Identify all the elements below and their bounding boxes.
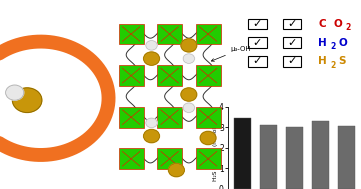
Text: C: C — [318, 19, 326, 29]
Circle shape — [181, 88, 197, 101]
FancyBboxPatch shape — [119, 65, 144, 86]
FancyBboxPatch shape — [196, 107, 221, 128]
Text: H: H — [318, 38, 327, 48]
Bar — [234, 118, 251, 189]
Text: ✓: ✓ — [287, 19, 296, 29]
Circle shape — [181, 39, 197, 52]
Bar — [312, 121, 329, 189]
Y-axis label: H₂S Uptake (mmol g⁻¹): H₂S Uptake (mmol g⁻¹) — [212, 114, 218, 181]
Text: 2: 2 — [345, 23, 350, 32]
FancyBboxPatch shape — [196, 65, 221, 86]
Circle shape — [146, 118, 157, 128]
FancyBboxPatch shape — [157, 148, 182, 169]
FancyBboxPatch shape — [248, 19, 266, 29]
Bar — [260, 125, 277, 189]
FancyBboxPatch shape — [157, 24, 182, 44]
FancyBboxPatch shape — [196, 24, 221, 44]
Circle shape — [183, 103, 195, 112]
Text: ✓: ✓ — [287, 38, 296, 48]
Text: ✓: ✓ — [253, 57, 262, 67]
Text: 2: 2 — [330, 61, 336, 70]
Text: μ₃-OH: μ₃-OH — [212, 46, 251, 61]
FancyBboxPatch shape — [248, 56, 266, 67]
Text: O: O — [338, 38, 347, 48]
FancyBboxPatch shape — [248, 37, 266, 48]
FancyBboxPatch shape — [283, 56, 301, 67]
Bar — [338, 126, 355, 189]
Circle shape — [12, 88, 42, 112]
FancyBboxPatch shape — [196, 148, 221, 169]
Bar — [286, 127, 303, 189]
FancyBboxPatch shape — [119, 148, 144, 169]
Text: O: O — [333, 19, 342, 29]
FancyBboxPatch shape — [283, 37, 301, 48]
Text: 2: 2 — [330, 42, 336, 51]
Text: ✓: ✓ — [253, 19, 262, 29]
FancyBboxPatch shape — [283, 19, 301, 29]
FancyBboxPatch shape — [119, 107, 144, 128]
Circle shape — [6, 85, 24, 100]
Text: ✓: ✓ — [253, 38, 262, 48]
FancyBboxPatch shape — [119, 24, 144, 44]
Circle shape — [200, 131, 216, 145]
FancyBboxPatch shape — [157, 107, 182, 128]
Text: ✓: ✓ — [287, 57, 296, 67]
Circle shape — [146, 41, 157, 50]
Circle shape — [144, 129, 160, 143]
Text: S: S — [338, 57, 346, 67]
Circle shape — [144, 52, 160, 65]
Circle shape — [183, 54, 195, 63]
Circle shape — [169, 163, 184, 177]
FancyBboxPatch shape — [157, 65, 182, 86]
Text: H: H — [318, 57, 327, 67]
